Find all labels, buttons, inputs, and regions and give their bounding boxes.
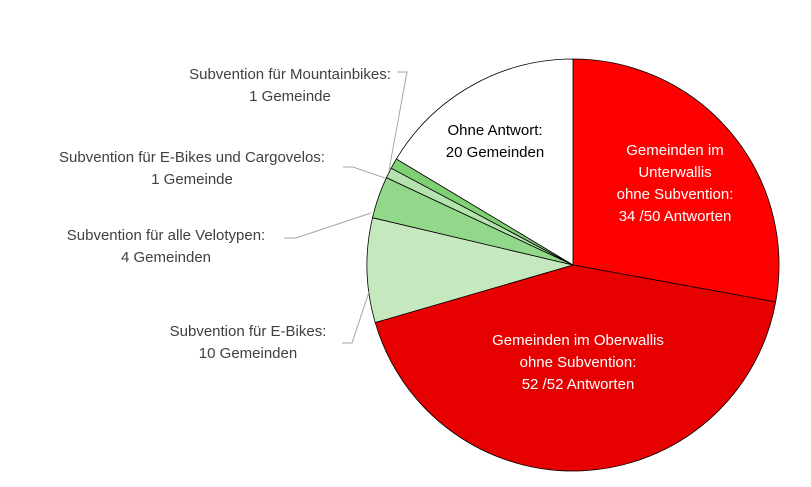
leader-line-3 bbox=[284, 212, 372, 239]
slice-label-line: Subvention für alle Velotypen: bbox=[67, 227, 265, 244]
slice-label-line: 34 /50 Antworten bbox=[619, 208, 732, 225]
slice-label-line: ohne Subvention: bbox=[520, 354, 637, 371]
leader-line-2 bbox=[342, 291, 370, 344]
slice-label-line: Unterwallis bbox=[638, 164, 711, 181]
slice-label-line: 1 Gemeinde bbox=[249, 88, 331, 105]
slice-label-1: Gemeinden im Oberwallis ohne Subvention: 5… bbox=[492, 332, 664, 393]
slice-labels: Gemeinden im Unterwallis ohne Subvention: 3… bbox=[59, 66, 733, 393]
pie-slices bbox=[366, 58, 780, 472]
slice-label-5: Subvention für Mountainbikes: 1 Gemeinde bbox=[189, 66, 391, 105]
slice-label-line: Gemeinden im Oberwallis bbox=[492, 332, 664, 349]
slice-label-3: Subvention für alle Velotypen: 4 Gemeinde… bbox=[67, 227, 265, 266]
slice-label-4: Subvention für E-Bikes und Cargovelos: 1 … bbox=[59, 149, 325, 188]
slice-label-line: Subvention für E-Bikes: bbox=[170, 323, 327, 340]
slice-label-2: Subvention für E-Bikes: 10 Gemeinden bbox=[170, 323, 327, 362]
slice-label-6: Ohne Antwort: 20 Gemeinden bbox=[446, 122, 544, 161]
slice-label-line: Ohne Antwort: bbox=[447, 122, 542, 139]
slice-label-line: Gemeinden im bbox=[626, 142, 724, 159]
pie-slice-1 bbox=[374, 264, 777, 472]
leader-lines bbox=[284, 71, 408, 344]
pie-slice-6 bbox=[395, 58, 574, 266]
slice-label-line: Subvention für E-Bikes und Cargovelos: bbox=[59, 149, 325, 166]
leader-line-5 bbox=[388, 71, 408, 171]
slice-label-0: Gemeinden im Unterwallis ohne Subvention: 3… bbox=[617, 142, 734, 225]
pie-slice-0 bbox=[572, 58, 780, 303]
leader-line-4 bbox=[343, 166, 386, 179]
slice-label-line: 1 Gemeinde bbox=[151, 171, 233, 188]
slice-label-line: ohne Subvention: bbox=[617, 186, 734, 203]
slice-label-line: 10 Gemeinden bbox=[199, 345, 297, 362]
pie-slice-2 bbox=[366, 217, 575, 324]
slice-label-line: 52 /52 Antworten bbox=[522, 376, 635, 393]
slice-label-line: 20 Gemeinden bbox=[446, 144, 544, 161]
slice-label-line: 4 Gemeinden bbox=[121, 249, 211, 266]
slice-label-line: Subvention für Mountainbikes: bbox=[189, 66, 391, 83]
